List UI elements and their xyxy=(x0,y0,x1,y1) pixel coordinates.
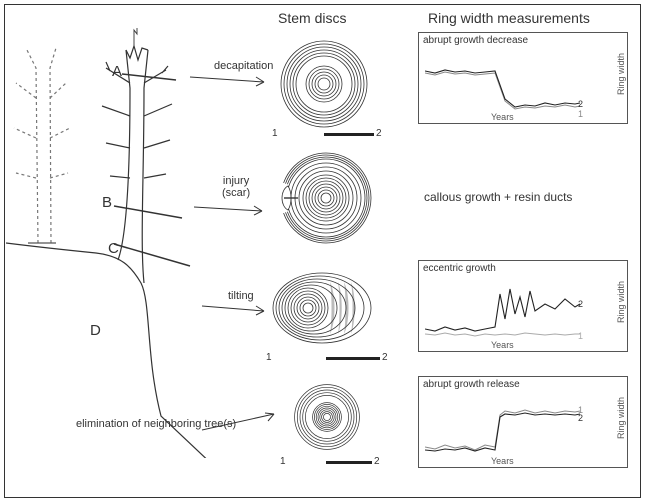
chart-eccentric: eccentric growth Years Ring width 2 1 xyxy=(418,260,628,352)
chart-ecc-xlabel: Years xyxy=(491,340,514,350)
disc-tilt-scalebar xyxy=(326,357,380,360)
section-A: A xyxy=(112,63,122,80)
chart-rel-ylabel: Ring width xyxy=(616,397,626,439)
label-decapitation: decapitation xyxy=(214,60,273,72)
disc-decap-scale-1: 1 xyxy=(272,128,278,139)
disc-tilt-scale-2: 2 xyxy=(382,352,388,363)
disc-elim-scale-2: 2 xyxy=(374,456,380,467)
chart-decap-title: abrupt growth decrease xyxy=(423,35,528,46)
chart-release: abrupt growth release Years Ring width 1… xyxy=(418,376,628,468)
section-C: C xyxy=(108,240,119,257)
header-ring-widths: Ring width measurements xyxy=(428,10,590,26)
disc-decapitation xyxy=(274,34,374,134)
section-D: D xyxy=(90,322,101,339)
chart-ecc-ylabel: Ring width xyxy=(616,281,626,323)
disc-injury xyxy=(274,148,378,248)
chart-decap: abrupt growth decrease Years Ring width … xyxy=(418,32,628,124)
label-tilting: tilting xyxy=(228,290,254,302)
header-stem-discs: Stem discs xyxy=(278,10,346,26)
chart-rel-mark2: 2 xyxy=(578,413,583,423)
injury-annotation: callous growth + resin ducts xyxy=(424,190,572,204)
chart-rel-title: abrupt growth release xyxy=(423,379,520,390)
disc-tilting xyxy=(268,258,380,358)
section-B: B xyxy=(102,194,112,211)
chart-decap-mark1: 1 xyxy=(578,109,583,119)
arrow-decap xyxy=(188,72,272,92)
chart-rel-xlabel: Years xyxy=(491,456,514,466)
chart-decap-mark2: 2 xyxy=(578,99,583,109)
disc-elim-scalebar xyxy=(326,461,372,464)
disc-elimination xyxy=(282,372,372,462)
arrow-elim xyxy=(200,408,280,434)
arrow-tilting xyxy=(200,302,270,322)
disc-tilt-scale-1: 1 xyxy=(266,352,272,363)
chart-ecc-title: eccentric growth xyxy=(423,263,496,274)
chart-decap-ylabel: Ring width xyxy=(616,53,626,95)
disc-decap-scale-2: 2 xyxy=(376,128,382,139)
label-injury: injury (scar) xyxy=(222,175,250,199)
arrow-injury xyxy=(192,202,268,222)
disc-elim-scale-1: 1 xyxy=(280,456,286,467)
chart-ecc-mark2: 2 xyxy=(578,299,583,309)
chart-ecc-mark1: 1 xyxy=(578,331,583,341)
disc-decap-scalebar xyxy=(324,133,374,136)
chart-decap-xlabel: Years xyxy=(491,112,514,122)
